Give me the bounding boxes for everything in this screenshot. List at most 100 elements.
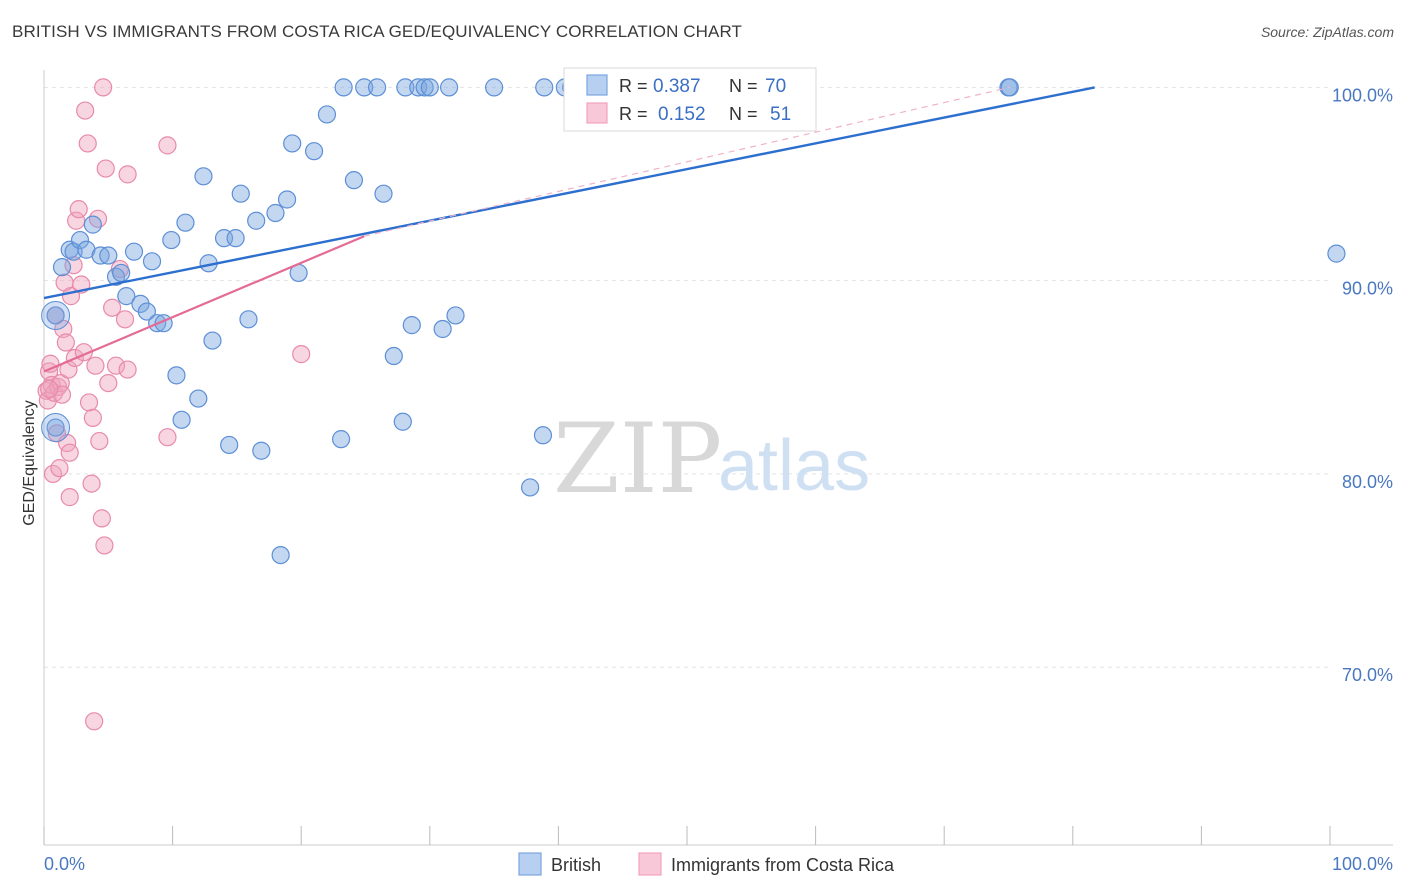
costa-rica-point <box>95 536 114 555</box>
legend-british-n-value: 70 <box>765 76 786 97</box>
british-point <box>252 441 271 460</box>
british-point <box>1327 244 1346 263</box>
british-point <box>83 215 102 234</box>
british-point <box>446 306 465 325</box>
costa-rica-point <box>40 379 59 398</box>
british-point <box>117 287 136 306</box>
british-point <box>231 184 250 203</box>
costa-rica-point <box>51 373 70 393</box>
british-point <box>384 346 403 366</box>
british-point <box>266 203 285 223</box>
bottom-legend-british: British <box>551 855 601 875</box>
costa-rica-point <box>78 134 97 153</box>
costa-rica-point <box>88 209 108 228</box>
british-point <box>220 435 239 455</box>
british-point <box>247 211 266 230</box>
legend-swatch-british <box>586 74 608 96</box>
costa-rica-point <box>99 373 118 393</box>
y-tick-label: 70.0% <box>1342 665 1393 685</box>
costa-rica-point <box>50 459 69 478</box>
british-point <box>70 230 90 250</box>
y-tick-label: 90.0% <box>1342 279 1393 299</box>
costa-rica-point <box>118 360 137 379</box>
british-point <box>439 78 459 97</box>
legend-swatch-costa-rica <box>586 102 608 124</box>
x-tick-label-min: 0.0% <box>44 854 85 874</box>
costa-rica-point <box>60 443 79 462</box>
watermark: ZIP atlas <box>553 403 870 515</box>
british-point <box>344 171 364 190</box>
costa-rica-points <box>37 78 311 731</box>
british-point <box>176 213 195 232</box>
british-point-cluster <box>41 413 71 443</box>
series-legend: British Immigrants from Costa Rica <box>518 852 895 876</box>
costa-rica-point <box>92 509 111 528</box>
british-point <box>521 478 540 497</box>
british-point <box>172 410 191 429</box>
legend-british-r-value: 0.387 <box>653 76 701 97</box>
costa-rica-point <box>103 298 122 317</box>
british-point <box>283 134 302 153</box>
british-points <box>41 78 1346 565</box>
y-axis-label: GED/Equivalency <box>21 400 38 525</box>
costa-rica-point <box>94 78 113 97</box>
british-point <box>533 426 553 445</box>
costa-rica-point <box>82 474 101 493</box>
british-point <box>485 78 504 97</box>
costa-rica-point <box>86 356 105 375</box>
british-point <box>162 230 181 250</box>
y-tick-label: 100.0% <box>1332 85 1393 105</box>
british-point <box>239 310 258 329</box>
british-point <box>99 246 118 265</box>
legend-british-n-label: N = <box>729 76 758 96</box>
british-trend-line <box>43 86 1095 300</box>
bottom-legend-swatch-costa-rica <box>638 852 662 876</box>
british-point <box>304 142 324 161</box>
british-point <box>367 78 387 97</box>
british-point <box>46 306 65 325</box>
british-point <box>277 190 297 209</box>
costa-rica-trend-line <box>43 235 365 373</box>
costa-rica-point <box>83 408 102 427</box>
costa-rica-point <box>79 393 99 412</box>
british-point <box>396 78 415 97</box>
british-point <box>203 331 222 350</box>
costa-rica-point <box>292 345 311 364</box>
bottom-legend-costa-rica: Immigrants from Costa Rica <box>671 855 895 875</box>
legend-costa-rica-n-value: 51 <box>770 104 791 125</box>
bottom-legend-swatch-british <box>518 852 542 876</box>
british-point <box>189 389 208 408</box>
costa-rica-point <box>96 159 115 178</box>
british-point <box>91 246 110 265</box>
y-tick-labels: 70.0% 80.0% 90.0% 100.0% <box>1332 85 1393 685</box>
british-point <box>137 302 156 321</box>
watermark-zip: ZIP <box>553 403 722 515</box>
y-tick-label: 80.0% <box>1342 472 1393 492</box>
british-point <box>52 258 72 277</box>
costa-rica-point <box>118 165 137 184</box>
costa-rica-trend-extension <box>364 86 1010 237</box>
legend-costa-rica-r-label: R = <box>619 104 648 124</box>
costa-rica-point <box>90 431 109 451</box>
watermark-atlas: atlas <box>718 426 870 506</box>
legend-costa-rica-r-value: 0.152 <box>658 104 706 125</box>
british-point <box>374 184 393 203</box>
legend-british-r-label: R = <box>619 76 648 96</box>
british-point <box>420 78 439 97</box>
british-point <box>355 78 374 97</box>
costa-rica-point <box>158 428 177 447</box>
chart-title: BRITISH VS IMMIGRANTS FROM COSTA RICA GE… <box>12 22 743 41</box>
legend-costa-rica-n-label: N = <box>729 104 758 124</box>
british-point <box>433 319 452 339</box>
british-point <box>393 412 412 431</box>
british-point <box>334 78 353 97</box>
trend-lines <box>43 86 1095 373</box>
british-point <box>194 167 213 186</box>
costa-rica-point <box>69 200 88 219</box>
costa-rica-point <box>76 101 95 120</box>
costa-rica-point <box>60 488 79 507</box>
grid-lines <box>44 86 1330 668</box>
costa-rica-point <box>115 310 135 329</box>
british-point-cluster <box>41 300 71 330</box>
